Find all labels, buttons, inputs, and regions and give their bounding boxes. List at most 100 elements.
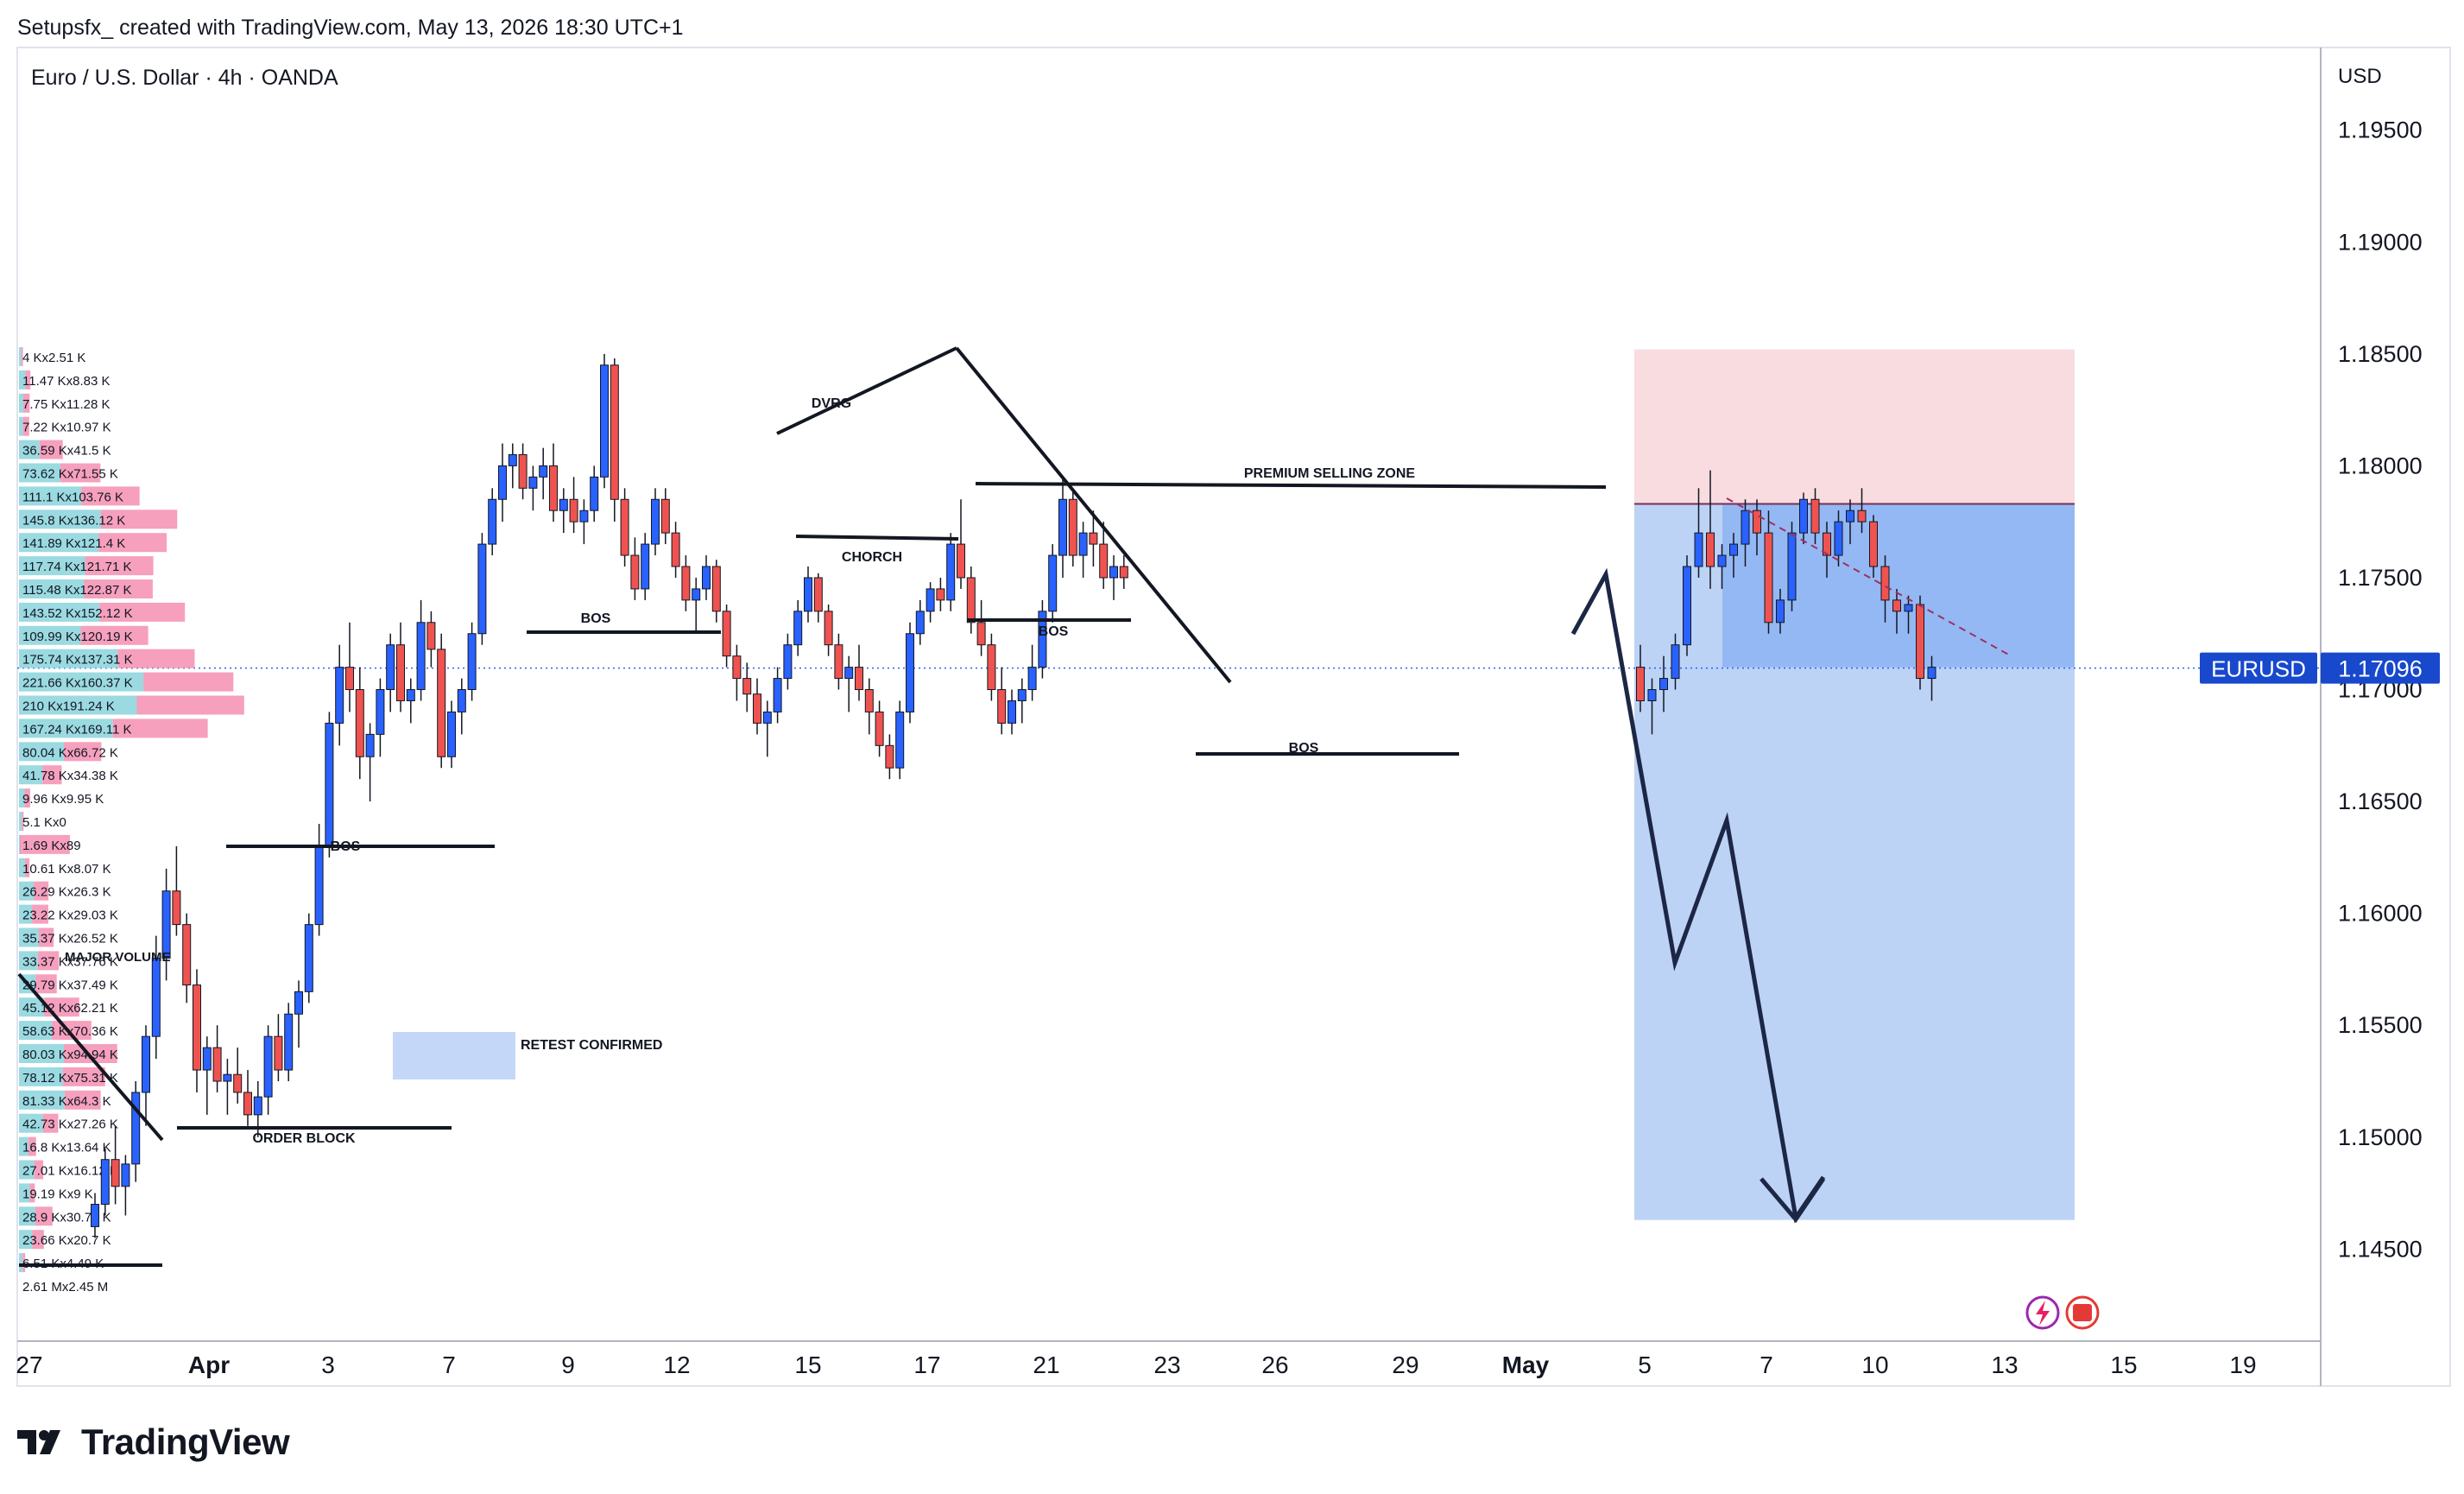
candle-body bbox=[1880, 566, 1890, 601]
candle-body bbox=[172, 890, 181, 926]
price-tick: 1.15000 bbox=[2338, 1124, 2423, 1150]
candle-body bbox=[1683, 566, 1691, 646]
time-tick: 3 bbox=[321, 1352, 335, 1378]
candle-body bbox=[600, 364, 609, 478]
time-tick: 27 bbox=[16, 1352, 42, 1378]
candle-body bbox=[1846, 510, 1854, 522]
candle bbox=[1671, 633, 1680, 690]
candle-body bbox=[193, 984, 201, 1071]
volume-profile-bar-up bbox=[19, 1183, 30, 1203]
candle bbox=[396, 622, 405, 712]
candle-body bbox=[437, 649, 446, 757]
candle bbox=[426, 611, 436, 668]
candle bbox=[508, 443, 517, 489]
premium-zone-line[interactable] bbox=[975, 482, 1607, 489]
volume-profile-label: 45.12 Kx62.21 K bbox=[22, 1001, 118, 1016]
candle bbox=[1068, 488, 1077, 567]
candle bbox=[1846, 499, 1854, 545]
candle-body bbox=[253, 1096, 262, 1116]
volume-profile-bar-up bbox=[19, 672, 144, 692]
candle bbox=[855, 644, 863, 701]
candle-body bbox=[569, 498, 578, 522]
candle-body bbox=[997, 689, 1007, 724]
volume-profile-label: 117.74 Kx121.71 K bbox=[22, 560, 132, 574]
candle-body bbox=[1078, 532, 1088, 556]
volume-profile-bar-down bbox=[64, 1044, 117, 1063]
candle-body bbox=[946, 543, 956, 601]
volume-profile-bar-down bbox=[22, 416, 29, 436]
volume-profile-label: 41.78 Kx34.38 K bbox=[22, 769, 118, 783]
candle bbox=[416, 599, 426, 701]
candle bbox=[976, 599, 986, 656]
candle-body bbox=[783, 644, 793, 680]
candle-body bbox=[111, 1159, 120, 1187]
lightning-glyph bbox=[2036, 1301, 2050, 1326]
candle-body bbox=[467, 633, 477, 691]
candle bbox=[151, 935, 161, 1060]
candle-body bbox=[579, 510, 589, 522]
volume-profile-bar-up bbox=[19, 347, 22, 366]
candle-body bbox=[702, 566, 711, 590]
time-tick: 10 bbox=[1861, 1352, 1888, 1378]
dashed-trend-line[interactable] bbox=[1726, 497, 2012, 657]
choch-line[interactable] bbox=[795, 535, 959, 541]
candle bbox=[885, 734, 894, 780]
candle bbox=[946, 533, 956, 611]
projection-arrowhead bbox=[1760, 1177, 1826, 1224]
volume-profile-bar-down bbox=[80, 625, 148, 645]
volume-profile-label: 111.1 Kx103.76 K bbox=[22, 490, 123, 504]
candle-body bbox=[161, 890, 171, 959]
stop-loss-zone[interactable] bbox=[1634, 349, 2075, 504]
divergence-line[interactable] bbox=[776, 346, 957, 435]
volume-profile-label: 27.01 Kx16.12 K bbox=[22, 1164, 118, 1179]
current-price-tag[interactable] bbox=[2321, 652, 2440, 684]
candle bbox=[1694, 488, 1703, 578]
volume-profile-label: 1.69 Kx89 bbox=[22, 839, 81, 853]
volume-profile-label: 7.22 Kx10.97 K bbox=[22, 421, 111, 435]
volume-profile-bar-up bbox=[19, 1206, 35, 1226]
candle bbox=[142, 1025, 150, 1126]
candle-body bbox=[936, 588, 945, 601]
volume-profile-bar-up bbox=[19, 510, 101, 529]
candle-body bbox=[1647, 689, 1657, 701]
candle bbox=[131, 1081, 141, 1182]
candle-body bbox=[335, 667, 344, 724]
candle bbox=[762, 700, 772, 757]
candle bbox=[233, 1048, 243, 1104]
volume-profile-bar-down bbox=[62, 1067, 105, 1086]
volume-profile-bar-up bbox=[19, 393, 24, 413]
candle bbox=[590, 465, 599, 522]
trend-line[interactable] bbox=[17, 972, 164, 1142]
time-tick: May bbox=[1502, 1352, 1550, 1378]
volume-profile-bar-up bbox=[19, 1160, 35, 1180]
candle-body bbox=[1834, 521, 1843, 556]
candle bbox=[610, 358, 619, 522]
volume-profile-label: 221.66 Kx160.37 K bbox=[22, 676, 133, 691]
candle-body bbox=[813, 577, 823, 612]
volume-profile-label: 80.03 Kx94.94 K bbox=[22, 1048, 118, 1062]
symbol-title[interactable]: Euro / U.S. Dollar · 4h · OANDA bbox=[31, 66, 338, 90]
volume-profile-label: 81.33 Kx64.3 K bbox=[22, 1094, 111, 1109]
candle bbox=[202, 1036, 212, 1115]
candle bbox=[1823, 522, 1831, 578]
volume-profile-bar-up bbox=[19, 463, 60, 483]
volume-profile-bar-down bbox=[20, 834, 70, 854]
volume-profile-bar-down bbox=[28, 1136, 36, 1156]
volume-profile-bar-down bbox=[35, 974, 57, 994]
volume-profile-bar-down bbox=[64, 742, 102, 762]
price-tick: 1.16000 bbox=[2338, 901, 2423, 927]
price-tick: 1.19500 bbox=[2338, 117, 2423, 143]
candle-body bbox=[906, 633, 914, 712]
candle-body bbox=[1068, 498, 1077, 556]
price-tick: 1.19000 bbox=[2338, 229, 2423, 255]
candle-body bbox=[855, 667, 863, 691]
candle bbox=[314, 824, 324, 936]
chart-frame bbox=[16, 47, 2451, 1387]
volume-profile-bar-up bbox=[19, 788, 25, 808]
candle bbox=[1636, 644, 1645, 712]
candle bbox=[325, 712, 334, 858]
tradingview-logo[interactable]: TradingView bbox=[17, 1421, 290, 1463]
trend-line[interactable] bbox=[955, 346, 1232, 684]
candle-body bbox=[875, 711, 884, 746]
